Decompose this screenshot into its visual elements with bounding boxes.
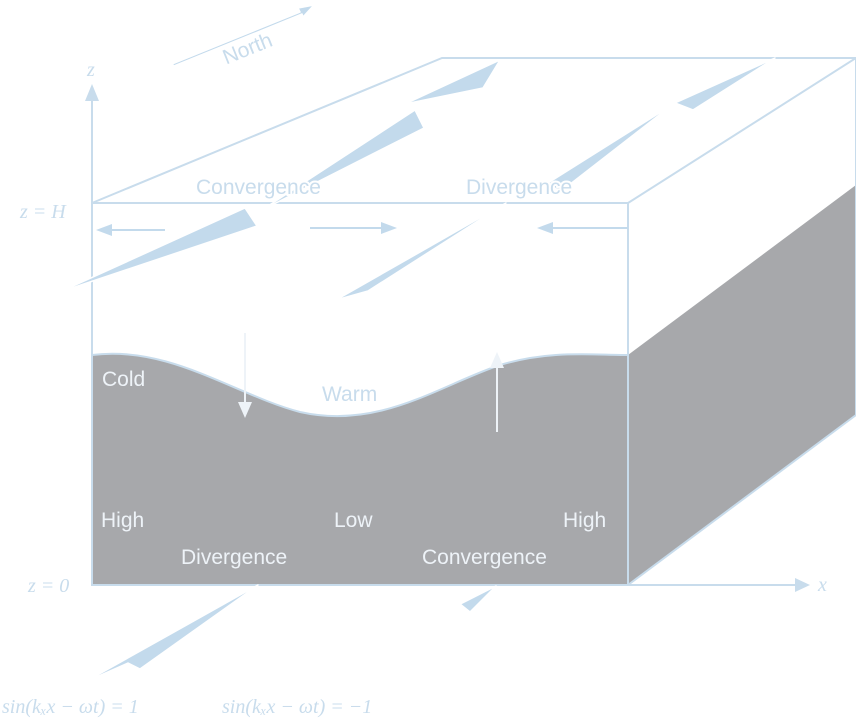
top-face-outline	[91, 57, 856, 204]
z-bottom-label: z = 0	[27, 575, 69, 597]
side-face-outline	[627, 58, 856, 586]
phase-plus-one-label: sin(kₓx − ωt) = 1	[2, 696, 139, 718]
high-left-label: High	[101, 509, 144, 532]
x-axis-arrowhead	[795, 578, 810, 592]
meridional-velocity-arrows	[59, 4, 776, 683]
flow-left-arrow	[96, 224, 165, 236]
z-top-label: z = H	[19, 201, 67, 223]
high-right-label: High	[563, 509, 606, 532]
lower-southward-arrow	[84, 584, 259, 683]
downwelling-arrow	[238, 333, 252, 418]
lower-layer-front	[92, 353, 628, 585]
upper-layer-flow-arrows	[96, 222, 628, 236]
x-axis-label: x	[817, 574, 827, 596]
north-direction-arrow	[171, 4, 315, 67]
block-faces	[91, 57, 856, 586]
axes	[85, 84, 810, 592]
interface-curve	[91, 352, 629, 418]
warm-label: Warm	[322, 383, 377, 406]
flow-return-arrow	[537, 222, 628, 234]
bottom-divergence-label: Divergence	[181, 546, 287, 569]
top-convergence-label: Convergence	[196, 176, 321, 199]
phase-minus-one-label: sin(kₓx − ωt) = −1	[222, 696, 372, 718]
flow-right-arrow	[310, 222, 397, 234]
upwelling-arrow	[490, 352, 504, 432]
side-face-shaded	[628, 185, 856, 585]
top-divergence-label: Divergence	[466, 176, 572, 199]
low-label: Low	[334, 509, 373, 532]
upper-southward-arrow	[335, 57, 776, 301]
text-labels: North z x z = H z = 0 Convergence Diverg…	[2, 29, 827, 718]
cold-label: Cold	[102, 368, 145, 391]
lower-northward-arrow	[309, 585, 497, 681]
z-axis-arrowhead	[85, 84, 99, 101]
upper-northward-arrow	[59, 59, 501, 293]
bottom-convergence-label: Convergence	[422, 546, 547, 569]
vertical-motion-arrows	[238, 333, 504, 432]
z-axis-label: z	[86, 59, 95, 81]
